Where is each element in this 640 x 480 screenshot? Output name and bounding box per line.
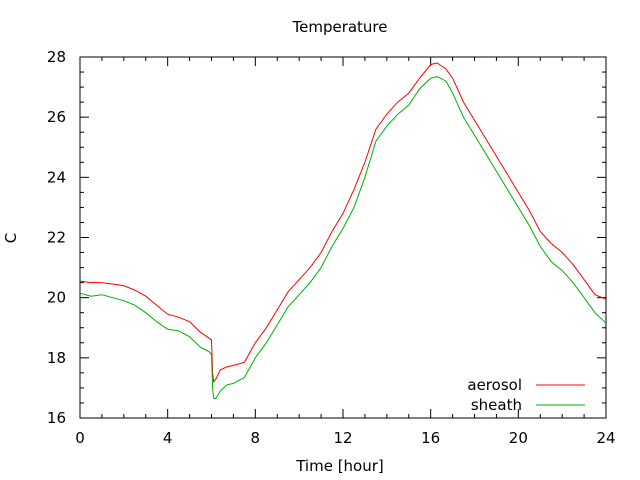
- x-tick-label: 24: [596, 429, 615, 447]
- x-tick-label: 8: [251, 429, 261, 447]
- x-axis-title: Time [hour]: [295, 457, 384, 475]
- x-tick-label: 0: [75, 429, 85, 447]
- x-tick-label: 12: [333, 429, 352, 447]
- y-tick-label: 24: [47, 168, 66, 186]
- series-line-sheath: [79, 76, 607, 399]
- series-line-aerosol: [79, 62, 607, 384]
- y-tick-label: 28: [47, 48, 66, 66]
- plot-frame: [79, 56, 607, 419]
- legend: aerosol sheath: [467, 376, 585, 414]
- legend-label-sheath: sheath: [471, 396, 522, 414]
- x-tick-label: 20: [509, 429, 528, 447]
- axis-ticks: 0 4 8 12 16 20 24 16 18 20 22 24 26 28: [47, 48, 616, 447]
- y-tick-label: 18: [47, 349, 66, 367]
- legend-label-aerosol: aerosol: [467, 376, 522, 394]
- y-tick-label: 26: [47, 108, 66, 126]
- x-tick-label: 4: [163, 429, 173, 447]
- chart-title: Temperature: [291, 18, 387, 36]
- y-tick-label: 20: [47, 289, 66, 307]
- y-axis-title: C: [2, 233, 20, 243]
- series-lines: [79, 62, 607, 399]
- y-tick-label: 16: [47, 409, 66, 427]
- x-tick-label: 16: [421, 429, 440, 447]
- y-tick-label: 22: [47, 229, 66, 247]
